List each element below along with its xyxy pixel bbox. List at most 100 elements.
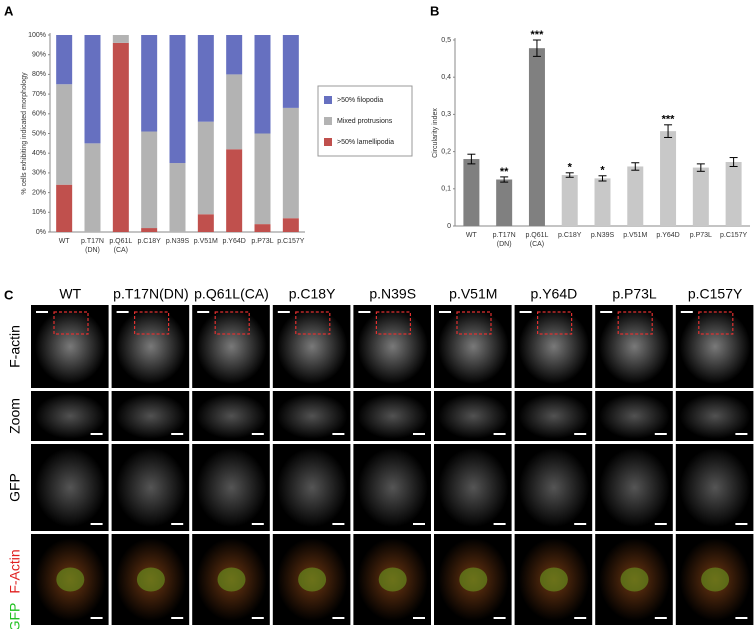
scale-bar — [519, 311, 532, 313]
cell — [438, 393, 509, 439]
scale-bar — [735, 523, 748, 525]
scale-bar — [251, 523, 264, 525]
x-tick-label: p.Y64D — [656, 232, 680, 239]
scale-bar — [654, 523, 667, 525]
panel-label: A — [4, 3, 14, 18]
y-tick-label: 20% — [32, 189, 46, 196]
row-label: GFP — [7, 473, 23, 502]
x-tick-label: p.Y64D — [222, 238, 246, 245]
scale-bar — [332, 617, 345, 619]
scale-bar — [493, 617, 506, 619]
bar-segment — [56, 84, 73, 185]
error-bar — [467, 153, 476, 165]
bar — [725, 162, 742, 226]
bar-segment — [141, 131, 158, 229]
legend-swatch — [324, 96, 332, 104]
x-tick-label: p.C157Y — [719, 232, 748, 239]
legend-swatch — [324, 138, 332, 146]
y-tick-label: 0,1 — [441, 186, 451, 193]
bar-segment — [197, 35, 214, 122]
scale-bar — [439, 311, 451, 313]
column-header: p.Y64D — [531, 286, 578, 302]
bar — [627, 166, 644, 226]
scale-bar — [413, 433, 425, 435]
x-tick-label: WT — [58, 238, 70, 245]
bar-segment — [197, 121, 214, 215]
bar-segment — [56, 35, 73, 85]
x-tick-label: p.C18Y — [137, 238, 161, 245]
bar-segment — [112, 35, 129, 43]
cell — [115, 393, 187, 439]
error-bar — [631, 162, 640, 171]
error-bar — [598, 175, 607, 182]
scale-bar — [413, 523, 425, 525]
scale-bar — [654, 433, 667, 435]
y-tick-label: 0% — [36, 229, 46, 236]
error-bar — [696, 163, 705, 172]
zoom-box — [295, 311, 331, 335]
significance-label: * — [568, 162, 573, 174]
x-tick-label: p.P73L — [251, 238, 274, 245]
row-label: F-actin — [7, 325, 23, 368]
cell-core — [136, 567, 165, 592]
cell — [518, 393, 590, 439]
error-bar — [664, 124, 673, 138]
y-tick-label: 70% — [32, 91, 46, 98]
x-tick-label: p.Q61L (CA) — [109, 238, 133, 254]
cell — [438, 447, 509, 528]
scale-bar — [680, 311, 693, 313]
scale-bar — [90, 523, 103, 525]
y-tick-label: 80% — [32, 71, 46, 78]
bar — [660, 131, 677, 226]
column-header: p.Q61L(CA) — [194, 286, 269, 302]
scale-bar — [735, 617, 748, 619]
column-header: p.T17N(DN) — [113, 286, 188, 302]
significance-label: *** — [662, 114, 676, 126]
scale-bar — [90, 433, 103, 435]
y-tick-label: 0,3 — [441, 111, 451, 118]
y-axis-label: % cells exhibiting indicated morphology — [21, 72, 28, 195]
cell — [357, 308, 428, 385]
scale-bar — [36, 311, 48, 313]
cell — [276, 447, 348, 528]
error-bar — [565, 172, 574, 178]
cell — [518, 447, 590, 528]
cell — [679, 308, 751, 385]
cell-core — [620, 567, 649, 592]
cell — [196, 308, 267, 385]
bar-segment — [56, 184, 73, 232]
significance-label: *** — [531, 29, 545, 41]
column-header: p.C157Y — [688, 286, 743, 302]
legend-swatch — [324, 117, 332, 125]
bar-segment — [226, 149, 243, 232]
scale-bar — [171, 617, 184, 619]
error-bar — [729, 157, 738, 167]
cell-core — [539, 567, 568, 592]
bar-segment — [169, 163, 186, 232]
y-tick-label: 90% — [32, 52, 46, 59]
bar-segment — [169, 35, 186, 164]
bar-segment — [84, 143, 101, 232]
column-header: WT — [59, 286, 81, 302]
cell — [35, 447, 106, 528]
scale-bar — [493, 523, 506, 525]
bar-segment — [282, 35, 299, 108]
y-tick-label: 0,2 — [441, 148, 451, 155]
row-label: Zoom — [7, 398, 23, 434]
cell — [679, 393, 751, 439]
bar-segment — [254, 133, 271, 225]
x-tick-label: p.C18Y — [558, 232, 582, 239]
bar — [528, 48, 545, 227]
cell — [196, 447, 267, 528]
error-bar — [532, 39, 541, 57]
zoom-box — [214, 311, 250, 335]
y-tick-label: 100% — [28, 32, 46, 39]
cell-core — [378, 567, 407, 592]
cell — [679, 447, 751, 528]
y-tick-label: 10% — [32, 209, 46, 216]
cell — [35, 308, 106, 385]
scale-bar — [332, 523, 345, 525]
scale-bar — [171, 433, 184, 435]
scale-bar — [90, 617, 103, 619]
